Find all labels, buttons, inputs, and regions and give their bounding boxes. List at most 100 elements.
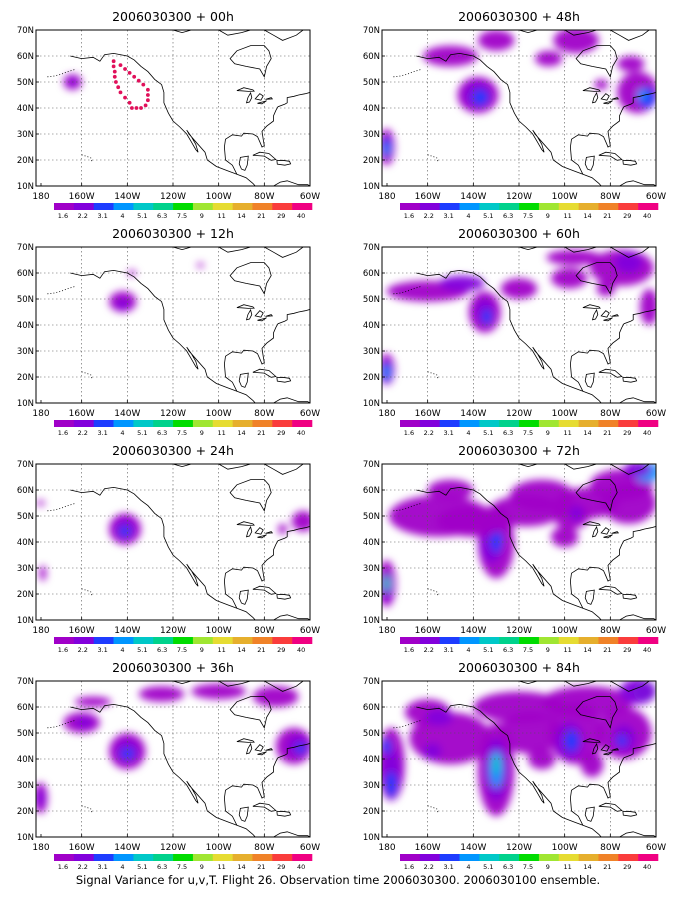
colorbar-label: 11 xyxy=(218,863,226,871)
lon-tick-label: 80W xyxy=(254,192,274,202)
coastline xyxy=(47,464,310,620)
colorbar-swatch xyxy=(173,420,194,427)
colorbar-swatch xyxy=(54,203,75,210)
colorbar-label: 5.1 xyxy=(483,863,493,871)
lon-tick-label: 120W xyxy=(160,626,186,636)
colorbar-swatch xyxy=(419,854,440,861)
colorbar-swatch xyxy=(519,203,540,210)
colorbar-label: 6.3 xyxy=(503,212,513,220)
flight-track-point xyxy=(114,80,118,84)
colorbar-swatch xyxy=(598,203,619,210)
colorbar-label: 6.3 xyxy=(157,646,167,654)
lon-tick-label: 100W xyxy=(206,409,232,419)
colorbar-label: 29 xyxy=(623,212,631,220)
colorbar-label: 21 xyxy=(257,863,265,871)
lat-tick-label: 50N xyxy=(363,78,380,88)
colorbar-swatch xyxy=(419,420,440,427)
colorbar-label: 5.1 xyxy=(483,646,493,654)
lon-tick-label: 180 xyxy=(378,626,395,636)
flight-track-point xyxy=(127,100,132,105)
colorbar-swatch xyxy=(558,420,579,427)
colorbar-swatch xyxy=(272,637,293,644)
colorbar-label: 9 xyxy=(200,863,204,871)
colorbar-label: 29 xyxy=(623,863,631,871)
colorbar-swatch xyxy=(252,637,273,644)
variance-blob xyxy=(39,565,47,581)
lat-tick-label: 40N xyxy=(17,321,34,331)
variance-blob xyxy=(614,252,643,273)
variance-blob xyxy=(482,309,492,325)
lon-tick-label: 140W xyxy=(460,626,486,636)
graticule xyxy=(36,681,310,837)
lon-tick-label: 180 xyxy=(32,843,49,853)
lat-tick-label: 10N xyxy=(363,616,380,626)
colorbar: 1.6 2.2 3.1 4 5.1 6.3 7.5 9 11 14 21 29 40 xyxy=(400,637,659,654)
lon-tick-label: 180 xyxy=(378,843,395,853)
variance-blob xyxy=(278,523,288,535)
colorbar-swatch xyxy=(252,420,273,427)
lon-tick-label: 120W xyxy=(506,626,532,636)
flight-track-point xyxy=(136,78,141,83)
colorbar-label: 2.2 xyxy=(78,429,88,437)
colorbar-label: 21 xyxy=(603,646,611,654)
colorbar-swatch xyxy=(538,637,560,644)
colorbar-label: 29 xyxy=(623,429,631,437)
lat-tick-label: 50N xyxy=(363,512,380,522)
flight-track-point xyxy=(118,63,123,67)
colorbar-label: 2.2 xyxy=(424,429,434,437)
graticule xyxy=(36,30,310,186)
lon-tick-label: 120W xyxy=(160,192,186,202)
variance-blob xyxy=(74,717,94,728)
graticule xyxy=(382,681,656,837)
flight-track-point xyxy=(112,69,117,74)
colorbar-label: 14 xyxy=(237,429,245,437)
panel-title: 2006030300 + 48h xyxy=(458,9,580,24)
colorbar-label: 9 xyxy=(200,646,204,654)
lon-tick-label: 180 xyxy=(378,192,395,202)
variance-blob xyxy=(74,696,112,707)
colorbar-swatch xyxy=(499,854,520,861)
lat-tick-label: 20N xyxy=(17,373,34,383)
colorbar-swatch xyxy=(153,637,174,644)
colorbar-label: 40 xyxy=(643,863,651,871)
colorbar-swatch xyxy=(232,420,253,427)
flight-track-point xyxy=(111,59,116,64)
variance-blob xyxy=(619,681,656,705)
colorbar-swatch xyxy=(292,637,313,644)
colorbar-label: 7.5 xyxy=(177,429,187,437)
colorbar-label: 40 xyxy=(297,646,305,654)
variance-blob xyxy=(564,730,579,752)
colorbar-label: 9 xyxy=(546,646,550,654)
lat-tick-label: 20N xyxy=(363,156,380,166)
colorbar-swatch xyxy=(272,854,293,861)
colorbar-swatch xyxy=(173,203,194,210)
flight-track-point xyxy=(141,82,146,87)
lat-tick-label: 50N xyxy=(17,729,34,739)
coastline xyxy=(47,247,310,403)
colorbar-swatch xyxy=(173,854,194,861)
lon-tick-label: 80W xyxy=(600,409,620,419)
variance-blob xyxy=(553,30,599,54)
colorbar-swatch xyxy=(93,854,114,861)
colorbar-swatch xyxy=(598,420,619,427)
lon-tick-label: 60W xyxy=(300,192,320,202)
lat-tick-label: 40N xyxy=(17,104,34,114)
lat-tick-label: 70N xyxy=(363,677,380,687)
colorbar-swatch xyxy=(439,203,460,210)
colorbar-label: 40 xyxy=(643,212,651,220)
lat-tick-label: 60N xyxy=(17,52,34,62)
lat-tick-label: 40N xyxy=(363,538,380,548)
colorbar-swatch xyxy=(479,420,500,427)
colorbar-label: 9 xyxy=(200,429,204,437)
lon-tick-label: 140W xyxy=(114,192,140,202)
colorbar-label: 9 xyxy=(200,212,204,220)
colorbar-swatch xyxy=(113,203,134,210)
colorbar-swatch xyxy=(638,854,659,861)
colorbar-swatch xyxy=(598,854,619,861)
lon-tick-label: 160W xyxy=(415,626,441,636)
colorbar-label: 21 xyxy=(603,429,611,437)
colorbar-swatch xyxy=(459,854,480,861)
colorbar-label: 29 xyxy=(277,863,285,871)
colorbar-swatch xyxy=(212,420,233,427)
